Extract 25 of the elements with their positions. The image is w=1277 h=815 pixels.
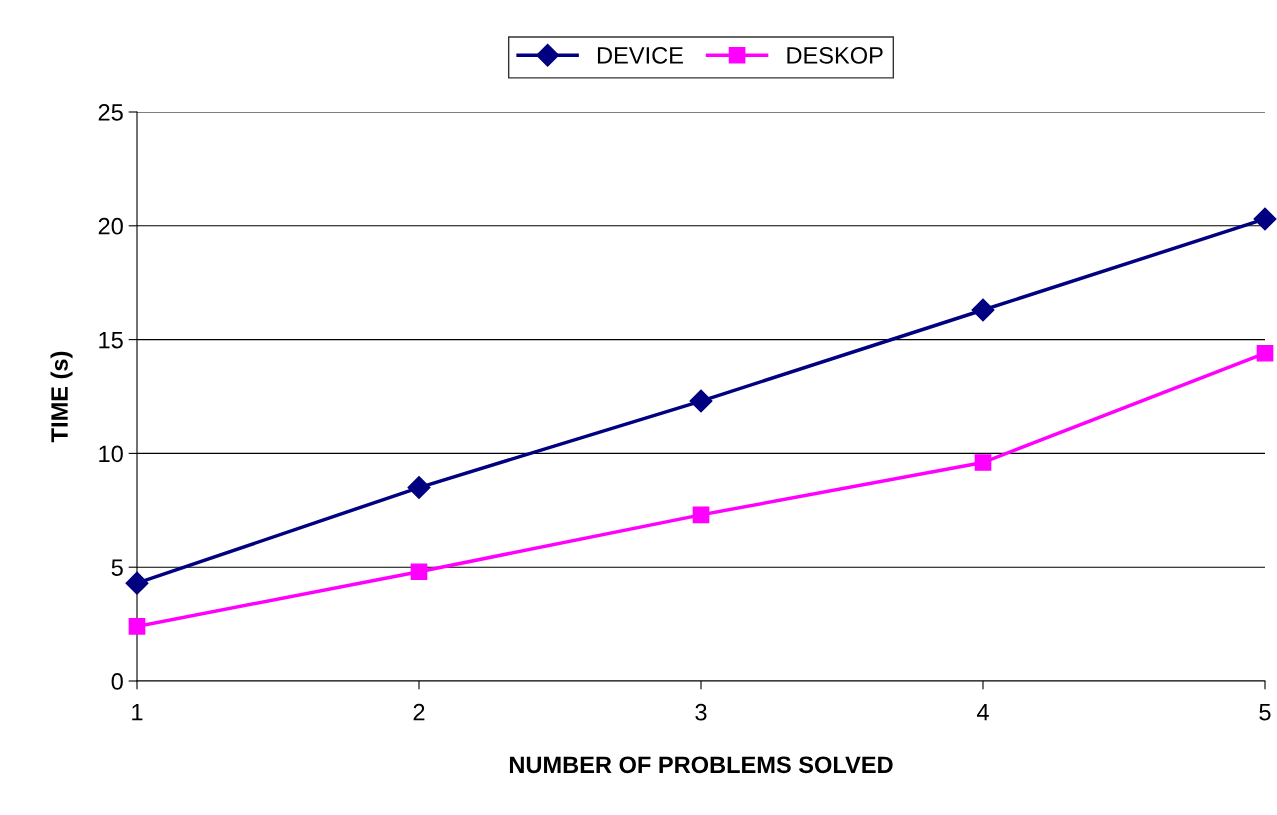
y-tick-label: 0 bbox=[111, 673, 123, 690]
y-axis-title: TIME (s) bbox=[50, 351, 73, 443]
point bbox=[1256, 344, 1274, 362]
point bbox=[971, 298, 995, 322]
y-tick-label: 25 bbox=[98, 104, 123, 121]
y-tick-label: 10 bbox=[99, 445, 123, 463]
legend-label: DEVICE bbox=[597, 47, 683, 64]
y-tick-label: 20 bbox=[98, 217, 123, 235]
y-tick-label: 5 bbox=[111, 559, 123, 576]
x-tick-label: 2 bbox=[413, 703, 425, 721]
point bbox=[692, 506, 710, 524]
point bbox=[407, 476, 431, 500]
legend-label: DESKOP bbox=[787, 47, 883, 64]
point bbox=[689, 389, 713, 413]
y-tick-label: 15 bbox=[99, 331, 123, 349]
point bbox=[1253, 207, 1277, 231]
x-axis-title: NUMBER OF PROBLEMS SOLVED bbox=[509, 756, 893, 774]
x-tick-label: 1 bbox=[132, 704, 143, 721]
point bbox=[125, 571, 149, 595]
x-tick-label: 4 bbox=[976, 704, 989, 721]
point bbox=[974, 454, 992, 471]
point bbox=[410, 563, 428, 581]
point bbox=[128, 618, 146, 635]
x-tick-label: 5 bbox=[1259, 704, 1271, 721]
x-tick-label: 3 bbox=[695, 703, 707, 721]
